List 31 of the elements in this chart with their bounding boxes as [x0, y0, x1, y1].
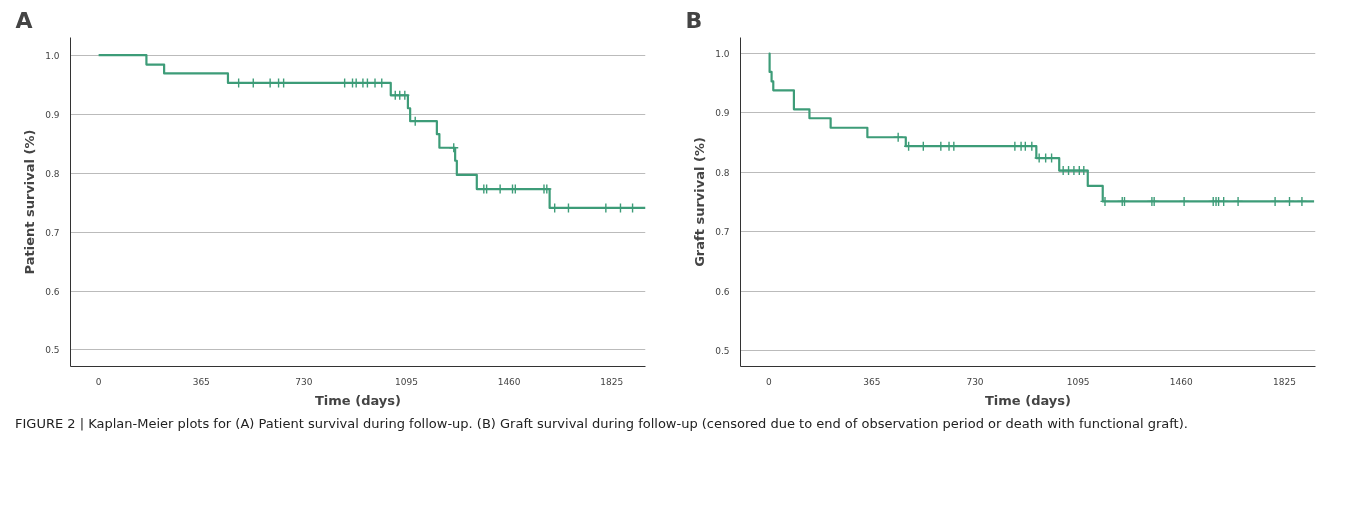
x-tick-label: 1095	[395, 376, 418, 387]
y-tick-label: 0.7	[45, 227, 60, 238]
y-tick-label: 0.8	[45, 168, 60, 179]
y-tick-label: 0.5	[45, 345, 60, 356]
caption: FIGURE 2 | Kaplan-Meier plots for (A) Patient survival during follow-up. (B) Graft survival during follow-up (censored due to end of observation period or death with functional graft).	[15, 415, 1188, 433]
chart-title: B	[685, 7, 703, 33]
y-tick-label: 0.6	[45, 286, 60, 297]
x-tick-label: 0	[765, 376, 772, 387]
y-tick-label: 1.0	[715, 49, 730, 60]
x-tick-label: 0	[95, 376, 102, 387]
x-tick-label: 365	[863, 376, 881, 387]
y-tick-label: 0.5	[715, 345, 730, 356]
x-tick-label: 1825	[600, 376, 624, 387]
y-tick-label: 0.8	[715, 167, 730, 178]
x-axis-title: Time (days)	[315, 392, 402, 408]
x-tick-label: 730	[966, 376, 984, 387]
y-tick-label: 0.9	[715, 108, 730, 119]
y-axis-title: Graft survival (%)	[692, 137, 708, 267]
chart-title: A	[15, 7, 33, 33]
x-tick-label: 1460	[497, 376, 521, 387]
x-tick-label: 1095	[1066, 376, 1090, 387]
y-tick-label: 0.9	[45, 109, 60, 120]
y-tick-label: 0.7	[715, 227, 730, 238]
x-tick-label: 365	[192, 376, 210, 387]
y-tick-label: 1.0	[45, 50, 60, 61]
y-axis-title: Patient survival (%)	[22, 129, 38, 275]
x-tick-label: 730	[295, 376, 313, 387]
x-tick-label: 1825	[1272, 376, 1296, 387]
y-tick-label: 0.6	[715, 286, 730, 297]
x-tick-label: 1460	[1169, 376, 1194, 387]
x-axis-title: Time (days)	[985, 392, 1072, 408]
